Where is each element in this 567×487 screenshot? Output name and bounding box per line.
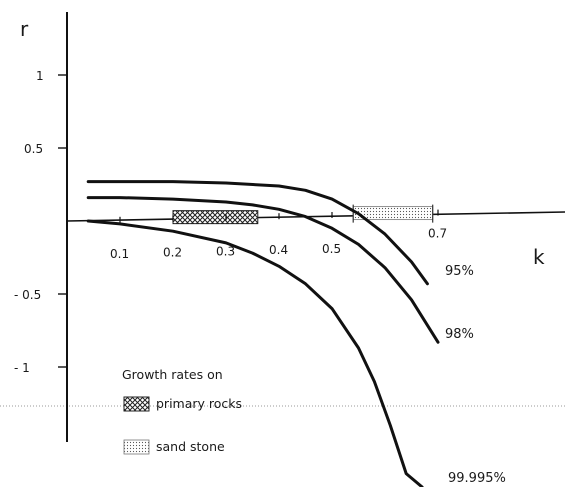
legend-title: Growth rates on	[122, 367, 223, 382]
series-label-98: 98%	[445, 327, 474, 342]
series-line-1	[86, 196, 440, 344]
y-tick-label: - 0.5	[14, 288, 41, 302]
x-tick-label: 0.1	[110, 247, 129, 261]
x-tick-label: 0.2	[163, 246, 182, 260]
x-axis	[66, 211, 566, 222]
x-tick-label: 0.3	[216, 244, 235, 258]
series-line-2	[86, 219, 424, 487]
primary-rocks-range	[172, 210, 259, 225]
legend: Growth rates on primary rocks sand stone	[122, 367, 242, 455]
y-tick-label: 0.5	[24, 142, 43, 156]
x-tick-label: 0.7	[428, 227, 447, 241]
legend-swatch-sand-stone	[123, 439, 150, 455]
legend-label-sand-stone: sand stone	[156, 439, 225, 454]
y-tick-label: 1	[36, 69, 44, 83]
legend-swatch-primary-rocks	[123, 396, 150, 412]
y-ticks: 1 0.5 - 0.5 - 1	[14, 69, 67, 375]
y-tick-label: - 1	[14, 361, 30, 375]
series-label-95: 95%	[445, 264, 474, 279]
x-ticks: 0.1 0.2 0.3 0.4 0.5 0.7	[110, 209, 447, 261]
y-axis-label: r	[20, 17, 29, 41]
legend-label-primary-rocks: primary rocks	[156, 396, 242, 411]
series-label-99995: 99.995%	[448, 471, 506, 486]
series-line-0	[86, 180, 429, 286]
x-axis-label: k	[533, 245, 545, 269]
x-tick-label: 0.5	[322, 242, 341, 256]
series-group	[86, 180, 440, 487]
x-tick-label: 0.4	[269, 243, 288, 257]
